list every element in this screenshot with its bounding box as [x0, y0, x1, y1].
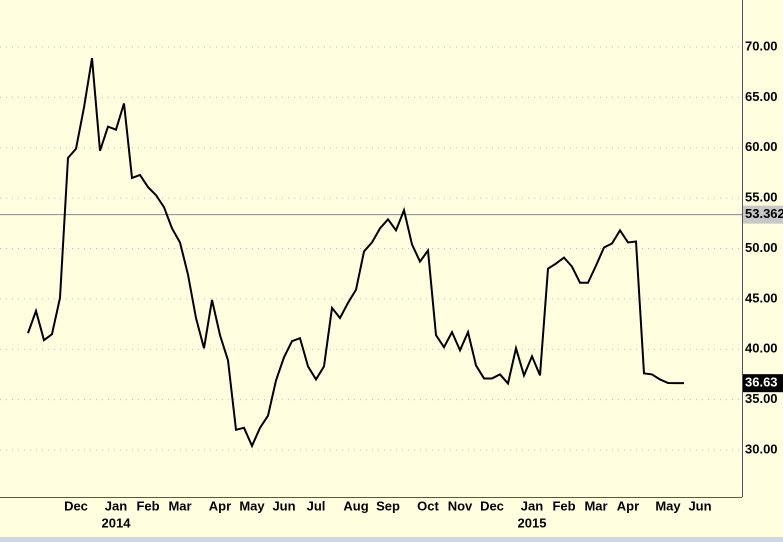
y-tick-label: 60.00 [745, 139, 778, 154]
y-tick-label: 55.00 [745, 190, 778, 205]
x-tick-label: Apr [617, 498, 639, 513]
y-tick-label: 65.00 [745, 89, 778, 104]
x-tick-label: Jan [521, 498, 543, 513]
x-tick-label: Mar [584, 498, 607, 513]
x-tick-label: Feb [136, 498, 159, 513]
x-tick-label: May [655, 498, 681, 513]
x-tick-label: Apr [209, 498, 231, 513]
y-tick-label: 35.00 [745, 391, 778, 406]
last-value-label: 36.63 [745, 375, 778, 390]
price-line [27, 57, 684, 449]
reference-label-box [743, 205, 783, 224]
y-tick-label: 30.00 [745, 441, 778, 456]
y-tick-label: 70.00 [745, 38, 778, 53]
x-tick-label: Jun [688, 498, 711, 513]
x-tick-label: Dec [64, 498, 88, 513]
year-label: 2015 [518, 515, 547, 530]
x-tick-label: Feb [552, 498, 575, 513]
x-tick-label: Mar [168, 498, 191, 513]
x-tick-label: Jun [272, 498, 295, 513]
x-tick-label: Jan [105, 498, 127, 513]
y-tick-label: 40.00 [745, 341, 778, 356]
y-tick-label: 50.00 [745, 240, 778, 255]
x-tick-label: Oct [417, 498, 439, 513]
reference-label: 53.362 [745, 206, 783, 221]
x-tick-label: May [239, 498, 265, 513]
x-tick-label: Dec [480, 498, 504, 513]
window-border [0, 537, 783, 542]
x-tick-label: Jul [307, 498, 326, 513]
x-tick-label: Nov [448, 498, 473, 513]
last-value-box [743, 374, 783, 393]
x-tick-label: Aug [343, 498, 368, 513]
year-label: 2014 [102, 515, 132, 530]
y-tick-label: 45.00 [745, 290, 778, 305]
x-tick-label: Sep [376, 498, 400, 513]
